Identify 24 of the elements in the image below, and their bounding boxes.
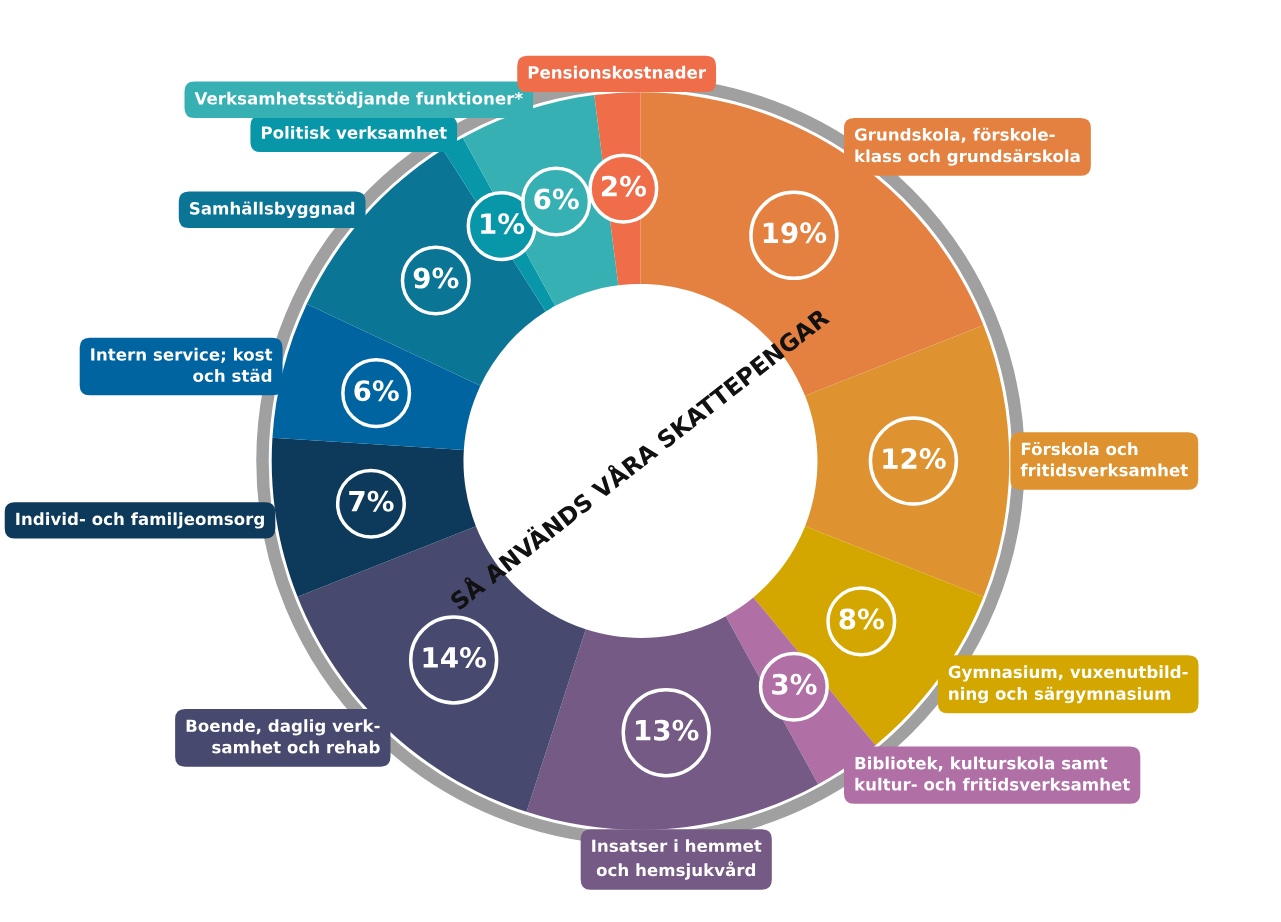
slice-label: Individ- och familjeomsorg (16, 512, 264, 529)
slice-label: Verksamhetsstödjande funktioner* (194, 91, 523, 108)
slice-label: Pensionskostnader (528, 65, 706, 79)
data-label: 9% (413, 267, 459, 289)
slice-label: Bibliotek, kulturskola samt kultur- och fritidsverksamhet (855, 756, 1130, 791)
data-label: 6% (534, 188, 579, 210)
slice-label: Samhällsbyggnad (189, 201, 355, 219)
data-label: 14% (423, 646, 487, 668)
slice-label: Politisk verksamhet (261, 125, 447, 139)
slice-label: Förskola och fritidsverksamhet (1020, 442, 1188, 477)
slice-label: Gymnasium, vuxenutbild- ning och särgymnasium (948, 665, 1188, 704)
data-label: 6% (354, 380, 399, 402)
data-label: 19% (763, 222, 827, 244)
slice-label: Intern service; kost och städ (91, 347, 273, 382)
data-label: 8% (839, 608, 884, 630)
data-label: 13% (636, 719, 699, 741)
data-label: 12% (883, 448, 946, 470)
slice-label: Boende, daglig verk- samhet och rehab (186, 719, 380, 754)
data-label: 1% (481, 213, 525, 235)
slice-label: Grundskola, förskole- klass och grundsärskola (854, 127, 1080, 166)
data-label: 3% (772, 673, 817, 695)
slice-label: Insatser i hemmet och hemsjukvård (592, 839, 762, 880)
data-label: 2% (601, 175, 647, 197)
data-label: 7% (349, 490, 394, 512)
